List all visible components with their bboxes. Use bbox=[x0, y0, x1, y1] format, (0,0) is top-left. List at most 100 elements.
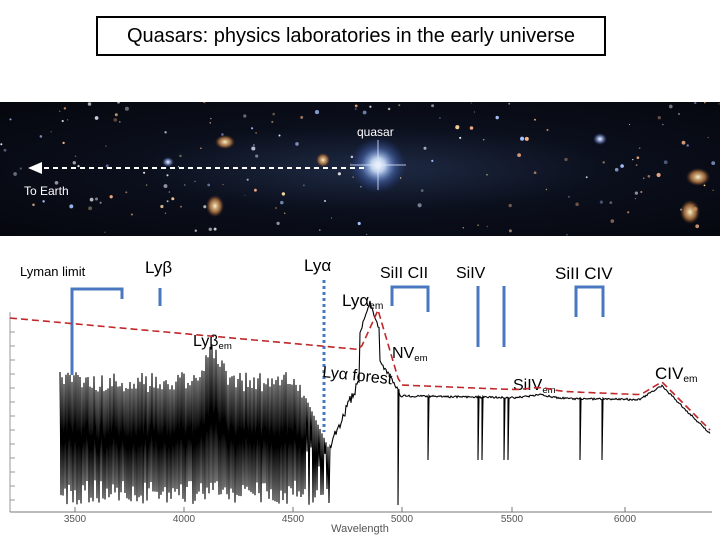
background-galaxy bbox=[602, 161, 605, 164]
galaxy-icon bbox=[206, 195, 224, 217]
background-galaxy bbox=[67, 119, 69, 121]
background-galaxy bbox=[253, 144, 255, 146]
background-galaxy bbox=[609, 201, 613, 205]
background-galaxy bbox=[77, 164, 80, 168]
background-galaxy bbox=[686, 144, 689, 147]
background-galaxy bbox=[314, 110, 320, 115]
background-galaxy bbox=[508, 203, 512, 208]
background-galaxy bbox=[244, 194, 246, 196]
background-galaxy bbox=[160, 204, 164, 209]
background-galaxy bbox=[109, 195, 113, 199]
background-galaxy bbox=[171, 197, 175, 201]
background-galaxy bbox=[94, 116, 99, 120]
background-galaxy bbox=[417, 203, 422, 208]
background-galaxy bbox=[668, 104, 673, 109]
deep-field-graphic: quasar To Earth bbox=[0, 102, 720, 236]
background-galaxy bbox=[278, 134, 281, 137]
background-galaxy bbox=[69, 204, 74, 209]
siIV-em-label: SiIVem bbox=[513, 377, 556, 396]
ly-alpha-em-label: Lyαem bbox=[342, 291, 384, 312]
background-galaxy bbox=[638, 147, 641, 150]
background-galaxy bbox=[145, 184, 148, 186]
galaxy-icon bbox=[162, 157, 174, 167]
background-galaxy bbox=[124, 106, 129, 111]
background-galaxy bbox=[88, 206, 93, 211]
spectrum-plot: 3500 4000 4500 5000 5500 6000 Lyα forest Wave… bbox=[9, 280, 712, 535]
background-galaxy bbox=[627, 211, 630, 214]
background-galaxy bbox=[482, 138, 485, 141]
background-galaxy bbox=[319, 229, 321, 231]
x-tick-label: 5500 bbox=[501, 514, 524, 525]
background-galaxy bbox=[564, 157, 568, 162]
background-galaxy bbox=[39, 135, 43, 138]
siII-civ-marker bbox=[574, 285, 605, 317]
background-galaxy bbox=[614, 167, 619, 172]
background-galaxy bbox=[657, 116, 661, 120]
x-tick-label: 3500 bbox=[64, 514, 87, 525]
background-galaxy bbox=[166, 200, 169, 203]
background-galaxy bbox=[194, 180, 196, 182]
background-galaxy bbox=[357, 221, 361, 226]
background-galaxy bbox=[194, 229, 198, 232]
background-galaxy bbox=[166, 174, 169, 177]
background-galaxy bbox=[95, 197, 98, 201]
background-galaxy bbox=[575, 202, 579, 207]
background-galaxy bbox=[179, 154, 182, 158]
continuum-fit bbox=[9, 307, 711, 431]
background-galaxy bbox=[712, 189, 714, 192]
background-galaxy bbox=[117, 102, 120, 104]
background-galaxy bbox=[42, 200, 45, 203]
background-galaxy bbox=[3, 148, 7, 152]
galaxy-icon bbox=[215, 135, 235, 149]
background-galaxy bbox=[585, 176, 588, 179]
ly-beta-label: Lyβ bbox=[145, 258, 173, 277]
siII-cII-marker bbox=[390, 285, 430, 312]
background-galaxy bbox=[253, 188, 257, 192]
lyman-limit-marker bbox=[70, 287, 124, 375]
galaxy-icon bbox=[680, 200, 700, 224]
background-galaxy bbox=[477, 224, 479, 226]
background-galaxy bbox=[222, 183, 224, 186]
siIV-label: SiIV bbox=[456, 265, 486, 282]
background-galaxy bbox=[203, 205, 207, 209]
background-galaxy bbox=[662, 123, 664, 126]
earth-label: To Earth bbox=[24, 184, 69, 198]
quasar-label: quasar bbox=[357, 125, 394, 139]
background-galaxy bbox=[130, 213, 133, 216]
background-galaxy bbox=[164, 131, 167, 134]
background-galaxy bbox=[362, 110, 367, 115]
background-galaxy bbox=[104, 231, 106, 233]
background-galaxy bbox=[469, 126, 474, 130]
arrow-head-icon bbox=[28, 162, 42, 174]
quasar-spectrum bbox=[59, 300, 711, 506]
background-galaxy bbox=[534, 118, 536, 121]
background-galaxy bbox=[330, 217, 333, 219]
background-galaxy bbox=[374, 131, 377, 133]
background-galaxy bbox=[32, 203, 35, 207]
background-galaxy bbox=[62, 141, 65, 145]
background-galaxy bbox=[566, 234, 568, 236]
background-galaxy bbox=[207, 183, 211, 187]
background-galaxy bbox=[281, 192, 286, 196]
galaxy-icon bbox=[316, 153, 330, 167]
background-galaxy bbox=[13, 172, 17, 176]
background-galaxy bbox=[19, 167, 23, 170]
background-galaxy bbox=[431, 159, 434, 162]
background-galaxy bbox=[508, 229, 512, 233]
background-galaxy bbox=[610, 219, 615, 223]
background-galaxy bbox=[209, 122, 211, 124]
background-galaxy bbox=[634, 198, 636, 200]
background-galaxy bbox=[74, 155, 77, 158]
background-galaxy bbox=[546, 128, 549, 132]
background-galaxy bbox=[718, 103, 720, 105]
lya-forest-label: Lyα forest bbox=[322, 364, 394, 388]
background-galaxy bbox=[63, 107, 67, 110]
background-galaxy bbox=[620, 164, 624, 168]
x-tick-label: 4500 bbox=[282, 514, 305, 525]
background-galaxy bbox=[177, 166, 180, 168]
civ-em-label: CIVem bbox=[655, 364, 698, 385]
background-galaxy bbox=[255, 131, 258, 134]
background-galaxy bbox=[567, 195, 570, 198]
background-galaxy bbox=[533, 171, 537, 175]
siII-cII-label: SiII CII bbox=[380, 265, 429, 282]
